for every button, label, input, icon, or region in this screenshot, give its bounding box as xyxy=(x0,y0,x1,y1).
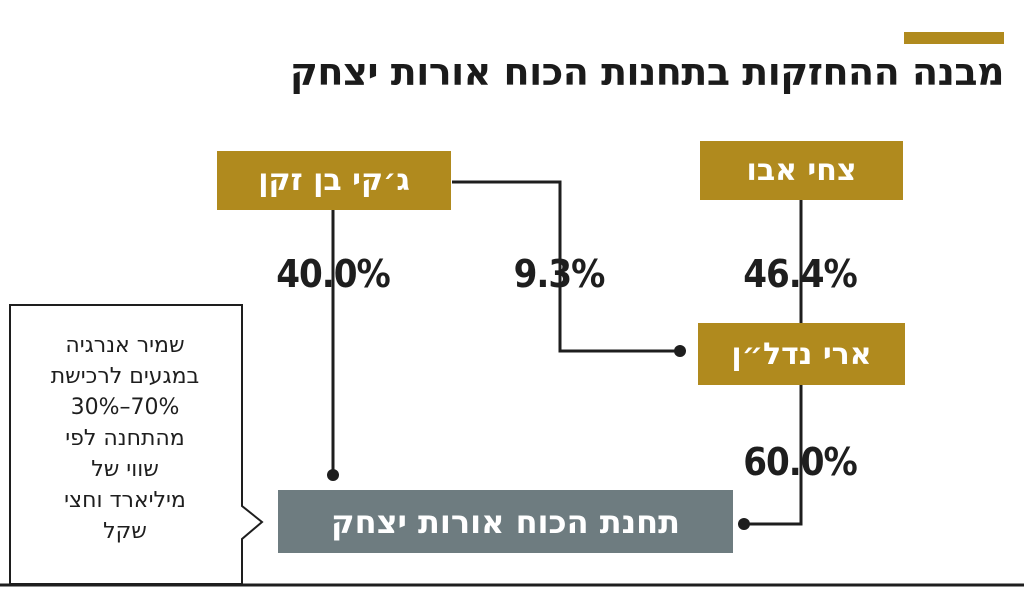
connector-dot-plant-right xyxy=(738,518,750,530)
title-accent-bar xyxy=(904,32,1004,44)
callout-line: מיליארד וחצי xyxy=(64,488,186,513)
callout-bubble xyxy=(9,304,264,585)
owner-node-tzachi: צחי אבו xyxy=(700,141,903,200)
stake-jackie-ari: 9.3% xyxy=(513,252,606,296)
connector-dot-plant-top xyxy=(327,469,339,481)
plant-node: תחנת הכוח אורות יצחק xyxy=(278,490,733,553)
connector-jackie-ari xyxy=(452,180,680,353)
callout-line: שווי של xyxy=(91,457,159,482)
owner-node-jackie: ג׳קי בן זקן xyxy=(217,151,451,210)
connector-dot-ari-left xyxy=(674,345,686,357)
owner-node-ari: ארי נדל״ן xyxy=(698,323,905,385)
stake-ari-plant: 60.0% xyxy=(743,440,858,484)
callout-text: שמיר אנרגיה במגעים לרכישת 30%–70% מהתחנה… xyxy=(22,330,228,547)
callout-line: 30%–70% xyxy=(70,395,180,420)
callout-line: מהתחנה לפי xyxy=(65,426,185,451)
page-title: מבנה ההחזקות בתחנות הכוח אורות יצחק xyxy=(289,50,1005,94)
stake-jackie-plant: 40.0% xyxy=(276,252,391,296)
callout-line: במגעים לרכישת xyxy=(50,364,200,389)
stake-tzachi-ari: 46.4% xyxy=(743,252,858,296)
callout-line: שקל xyxy=(103,519,147,544)
callout-line: שמיר אנרגיה xyxy=(65,333,185,358)
connector-ari-plant xyxy=(744,385,803,526)
